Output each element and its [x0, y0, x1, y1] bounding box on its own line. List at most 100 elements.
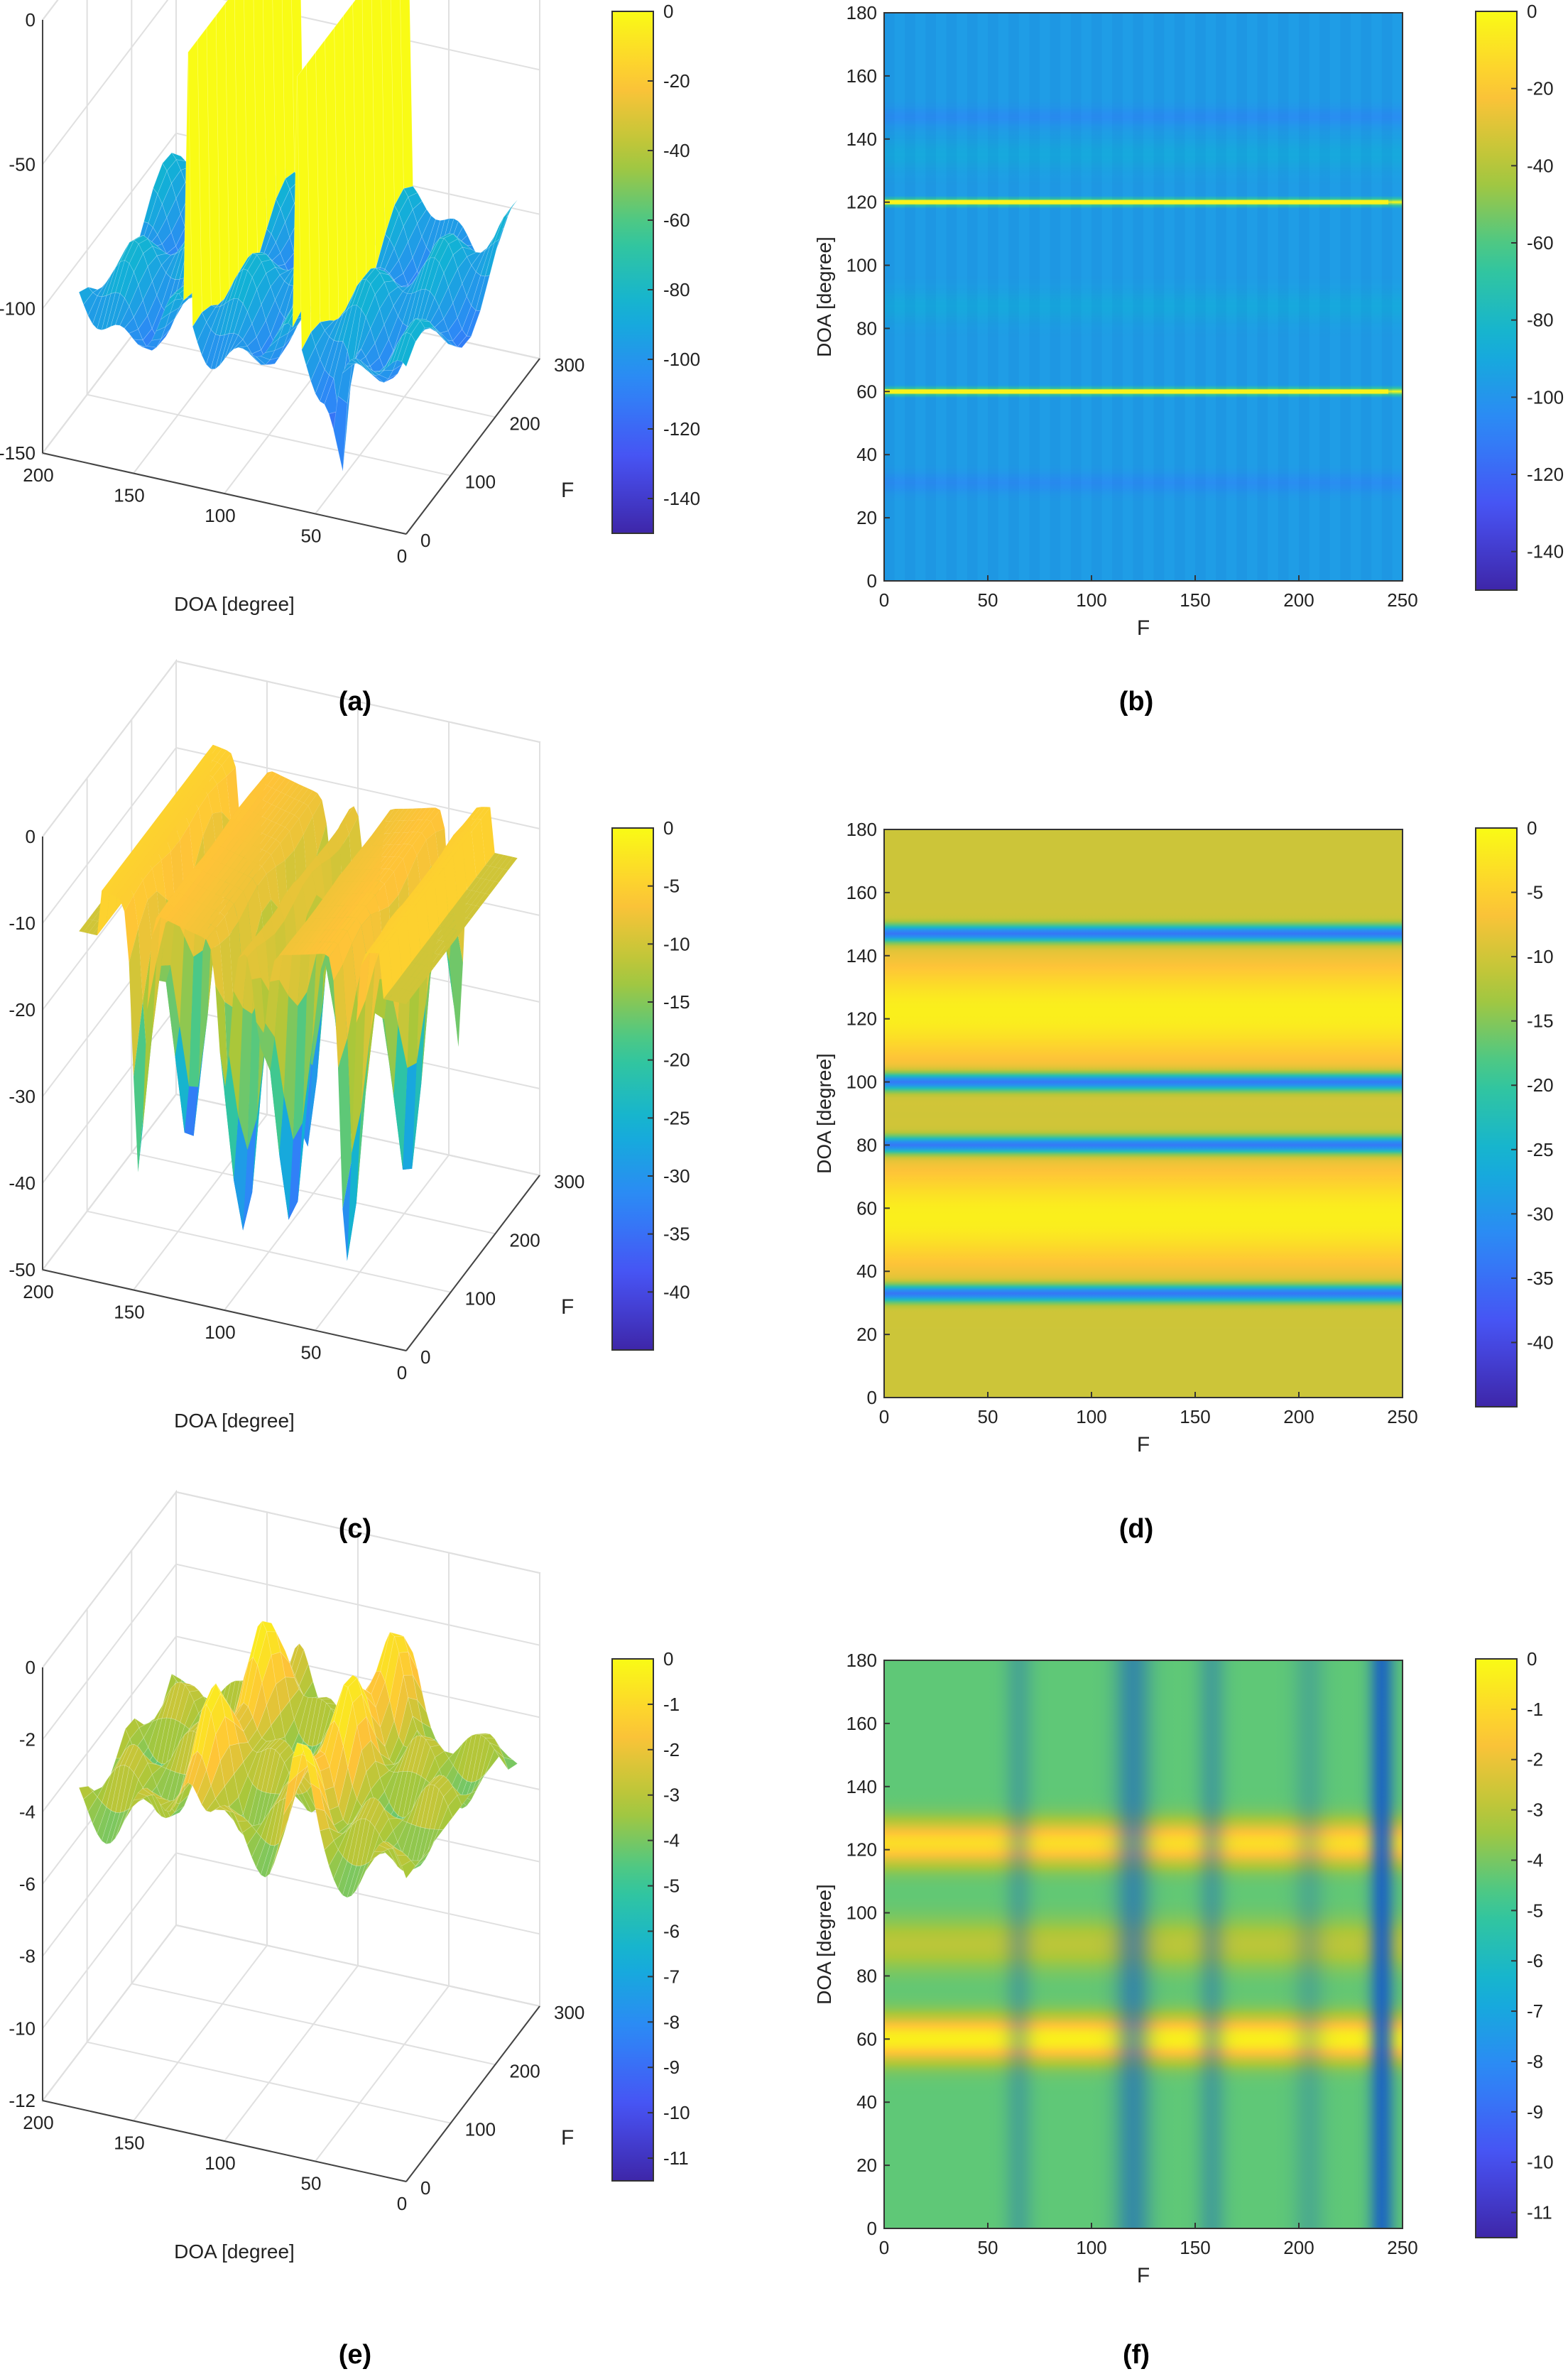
surface-facet	[457, 889, 472, 903]
surface-facet	[366, 845, 381, 858]
surface-facet	[306, 918, 321, 931]
x-axis-label: F	[1137, 616, 1150, 640]
surface-facet	[165, 907, 180, 922]
surface-facet	[467, 807, 481, 820]
doa-tick-label: 100	[205, 1322, 235, 1343]
doa-gridline	[315, 337, 450, 515]
surface-facet	[215, 916, 229, 944]
surface-facet	[420, 967, 435, 980]
y-tick-label: 180	[846, 819, 877, 840]
doa-axis	[42, 2100, 407, 2182]
heatmap-band	[1153, 13, 1165, 581]
surface-facet	[308, 793, 322, 817]
surface-facet	[187, 39, 202, 327]
surface-facet	[239, 795, 254, 808]
surface-facet	[175, 1025, 190, 1133]
surface-facet	[180, 798, 195, 815]
caption-d: (d)	[1119, 1514, 1154, 1544]
surface-facet	[161, 807, 176, 822]
surface-facet	[129, 842, 143, 856]
surface-facet	[347, 1808, 362, 1831]
surface-facet	[83, 920, 98, 934]
f-tick-label: 200	[509, 1229, 540, 1251]
z-tick-label: -10	[9, 913, 36, 934]
surface-facet	[429, 954, 444, 968]
surface-facet	[280, 831, 295, 861]
surface-facet	[148, 1718, 163, 1757]
heatmap-band	[1361, 13, 1372, 581]
surface-facet	[197, 322, 212, 356]
z-tick-label: -20	[9, 999, 36, 1020]
surface-facet	[471, 1773, 486, 1800]
surface-facet	[402, 962, 416, 976]
surface-facet	[253, 816, 267, 832]
doa-gridline	[224, 1965, 359, 2142]
heatmap-band	[967, 13, 978, 581]
surface-facet	[371, 821, 386, 836]
surface-facet	[203, 760, 217, 775]
surface-facet	[430, 810, 445, 832]
colorbar-tick-label: -2	[1527, 1749, 1543, 1770]
surface-facet	[189, 950, 203, 1087]
surface-facet	[376, 844, 390, 858]
surface-facet	[78, 286, 94, 305]
surface-facet	[212, 832, 226, 846]
surface-facet	[329, 918, 344, 930]
surface-facet	[201, 1713, 217, 1771]
surface-facet	[152, 820, 167, 834]
heatmap-band	[1216, 13, 1226, 581]
surface-facet	[138, 829, 153, 844]
surface-facet	[380, 832, 395, 846]
surface-facet	[197, 922, 212, 937]
x-tick-label: 0	[879, 2237, 889, 2258]
surface-facet	[261, 854, 276, 874]
y-tick-label: 40	[856, 2091, 877, 2113]
surface-facet	[293, 991, 307, 1140]
surface-facet	[416, 880, 430, 893]
x-axis-label: F	[1137, 1433, 1150, 1456]
surface-facet	[453, 831, 467, 844]
surface-facet	[298, 867, 312, 886]
surface-facet	[290, 800, 304, 815]
surface-facet	[216, 865, 230, 880]
surface-facet	[444, 831, 458, 849]
surface-facet	[369, 1851, 385, 1862]
surface-facet	[143, 246, 158, 267]
colorbar-tick-label: -60	[663, 209, 690, 231]
surface-facet	[252, 252, 267, 256]
surface-facet	[403, 845, 418, 877]
surface-facet	[403, 832, 418, 844]
surface-facet	[339, 881, 353, 894]
surface-facet	[238, 270, 253, 304]
surface-facet	[261, 918, 276, 942]
surface-facet	[188, 869, 202, 883]
surface-facet	[316, 894, 330, 908]
surface-facet	[279, 944, 293, 996]
surface-facet	[256, 941, 271, 993]
surface-facet	[351, 358, 366, 370]
surface-facet	[288, 878, 303, 904]
surface-facet	[152, 860, 166, 899]
surface-facet	[217, 750, 232, 766]
surface-facet	[166, 826, 180, 852]
surface-facet	[115, 1728, 131, 1759]
colorbar-tick-label: -11	[1527, 2202, 1552, 2223]
surface-facet	[206, 928, 220, 950]
surface-facet	[252, 866, 267, 886]
colorbar-tick-label: -10	[663, 933, 690, 954]
surface-facet	[276, 827, 290, 844]
surface-facet	[134, 1001, 148, 1172]
x-tick-label: 100	[1076, 2237, 1106, 2258]
surface-facet	[157, 821, 171, 836]
surface-facet	[234, 1722, 249, 1744]
surface-facet	[160, 1799, 175, 1812]
colorbar-tick-label: -40	[1527, 155, 1554, 176]
surface-facet	[207, 844, 222, 859]
surface-facet	[252, 849, 267, 864]
surface-facet	[229, 1807, 244, 1817]
surface-facet	[143, 868, 157, 900]
surface-facet	[211, 863, 226, 878]
surface-facet	[208, 746, 222, 761]
colorbar	[611, 11, 654, 534]
z-tick-label: 0	[26, 826, 36, 847]
